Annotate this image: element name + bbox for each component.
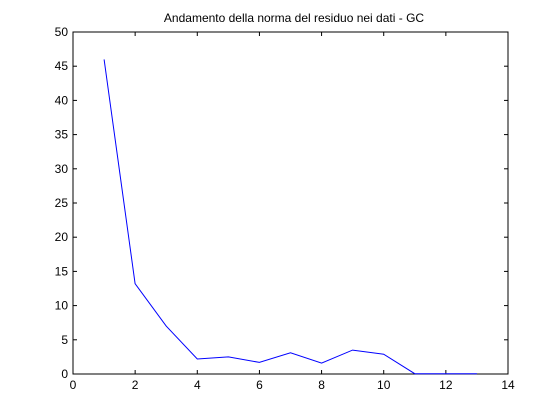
data-point — [476, 373, 477, 374]
y-tick-label: 0 — [61, 367, 68, 381]
data-point — [383, 354, 384, 355]
x-tick-label: 14 — [501, 378, 515, 392]
x-tick-label: 6 — [256, 378, 263, 392]
x-tick-label: 8 — [318, 378, 325, 392]
x-tick-label: 2 — [132, 378, 139, 392]
data-point — [104, 59, 105, 60]
x-tick-label: 12 — [439, 378, 453, 392]
y-tick-label: 40 — [55, 93, 69, 107]
x-tick-label: 10 — [377, 378, 391, 392]
data-point — [228, 356, 229, 357]
x-tick-label: 4 — [194, 378, 201, 392]
y-tick-label: 30 — [55, 162, 69, 176]
data-point — [352, 350, 353, 351]
series-layer — [103, 59, 477, 375]
x-axis: 0 2 4 6 8 10 12 14 — [70, 32, 515, 392]
y-tick-label: 20 — [55, 230, 69, 244]
data-point — [259, 362, 260, 363]
data-point — [135, 283, 136, 284]
data-point — [290, 352, 291, 353]
chart-title: Andamento della norma del residuo nei da… — [164, 11, 424, 25]
y-tick-label: 10 — [55, 299, 69, 313]
y-tick-label: 5 — [61, 333, 68, 347]
y-tick-label: 25 — [55, 196, 69, 210]
series-line — [103, 59, 477, 375]
data-point — [414, 373, 415, 374]
y-tick-label: 15 — [55, 264, 69, 278]
data-point — [445, 373, 446, 374]
y-axis: 0 5 10 15 20 25 30 35 40 45 50 — [55, 25, 508, 381]
x-tick-label: 0 — [70, 378, 77, 392]
data-point — [166, 326, 167, 327]
data-point — [321, 363, 322, 364]
y-tick-label: 45 — [55, 59, 69, 73]
data-point — [197, 358, 198, 359]
y-tick-label: 50 — [55, 25, 69, 39]
plot-area: 0 2 4 6 8 10 12 14 0 5 10 15 20 25 30 35 40 45 50 — [55, 25, 515, 392]
y-tick-label: 35 — [55, 128, 69, 142]
